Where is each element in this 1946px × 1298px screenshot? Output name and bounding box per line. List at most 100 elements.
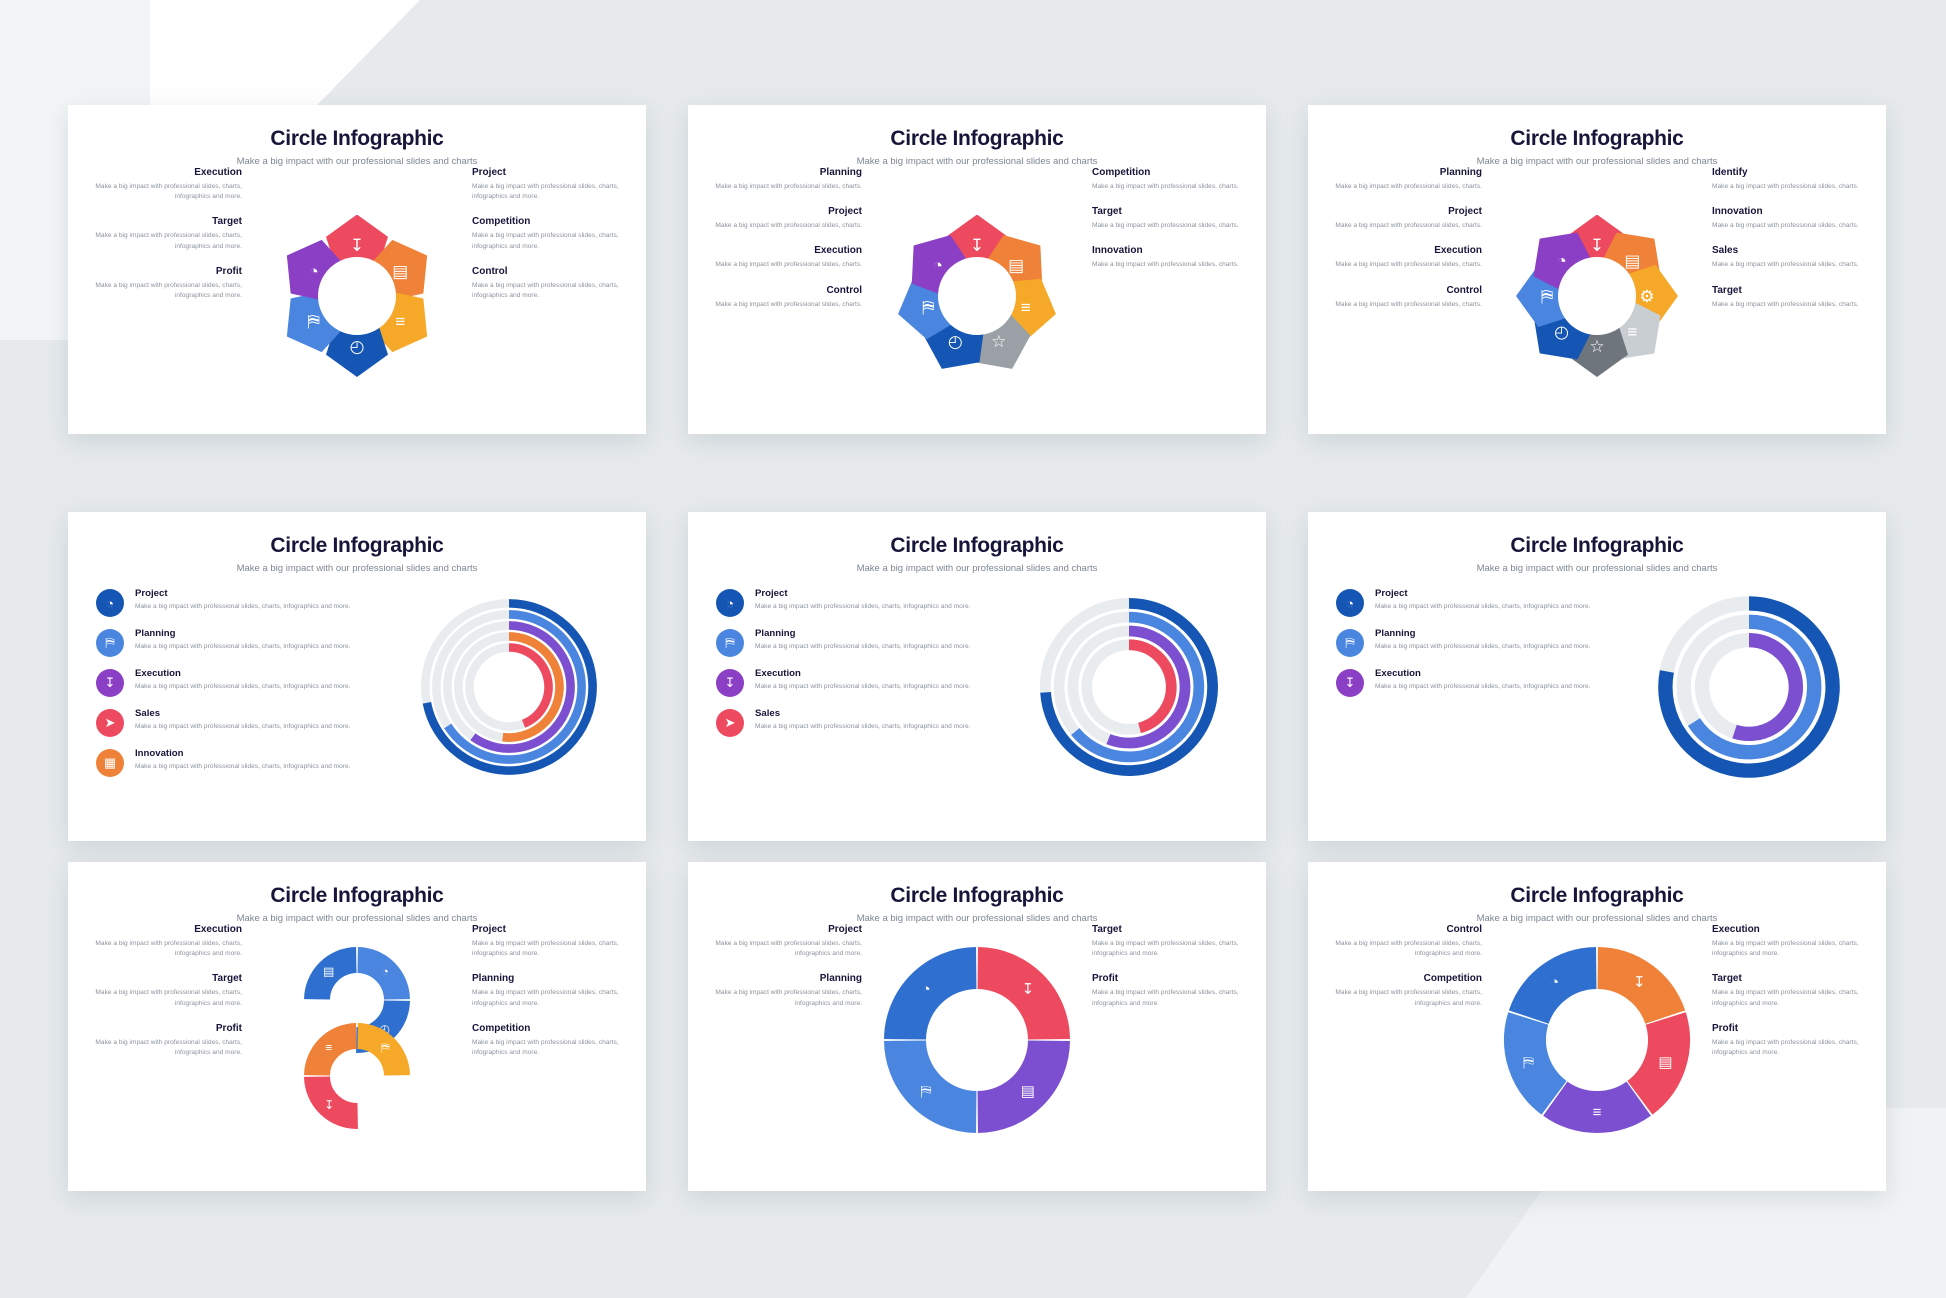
donut-segment-planning[interactable] xyxy=(884,1039,978,1133)
side-item-body: Make a big impact with professional slid… xyxy=(1712,261,1859,269)
list-item-label: Project xyxy=(755,588,788,599)
ring-segment-project[interactable] xyxy=(422,599,597,775)
page-subtitle: Make a big impact with our professional … xyxy=(236,563,478,574)
slide-7[interactable]: Circle Infographic Make a big impact with… xyxy=(68,862,646,1191)
donut-chart: ↧ ▤ ≡ ⛿ ◔ xyxy=(1497,940,1697,1140)
side-item-body: Make a big impact with professional slid… xyxy=(1335,989,1482,1007)
s-segment-execution[interactable] xyxy=(304,947,358,1001)
side-item-body: Make a big impact with professional slid… xyxy=(472,1038,619,1057)
list-item[interactable]: ▦ Innovation Make a big impact with profes… xyxy=(96,748,396,777)
side-item-project: Project Make a big impact with profession… xyxy=(472,924,622,959)
list-item[interactable]: ◔ Project Make a big impact with professio… xyxy=(96,588,396,617)
s-segment-competition[interactable] xyxy=(356,1023,410,1077)
side-column-right: Execution Make a big impact with professi… xyxy=(1712,924,1862,1072)
s-curve-svg: ▤ ◔ ◴ ↧ ≡ ⛿ xyxy=(304,947,410,1129)
slide-9[interactable]: Circle Infographic Make a big impact with… xyxy=(1308,862,1886,1191)
slide-body: Execution Make a big impact with professi… xyxy=(68,924,646,1169)
list-item-body: Make a big impact with professional slid… xyxy=(755,723,971,730)
concentric-ring-chart xyxy=(1034,592,1224,782)
ring-segment-innovation[interactable] xyxy=(508,643,553,728)
donut-segment-target[interactable] xyxy=(976,947,1070,1041)
slide-3[interactable]: Circle Infographic Make a big impact with… xyxy=(1308,105,1886,434)
s-segment-project[interactable] xyxy=(356,947,410,1001)
ring-segment-execution[interactable] xyxy=(470,621,575,753)
side-item-innovation: Innovation Make a big impact with profess… xyxy=(1712,206,1862,231)
list-item[interactable]: ◔ Project Make a big impact with professio… xyxy=(1336,588,1636,617)
ring-chart-svg xyxy=(1658,596,1840,778)
legend-list: ◔ Project Make a big impact with professio… xyxy=(96,588,396,788)
side-item-body: Make a big impact with professional slid… xyxy=(1092,989,1239,1007)
page-title: Circle Infographic xyxy=(890,534,1064,557)
ring-segment-planning[interactable] xyxy=(1071,611,1205,763)
pentagon-flower-chart: ↧ ▤ ⚙ ≡ ☆ ◴ ⛿ ◔ xyxy=(1487,193,1707,398)
slide-1[interactable]: Circle Infographic Make a big impact with… xyxy=(68,105,646,434)
list-item[interactable]: ◔ Project Make a big impact with professio… xyxy=(716,588,1016,617)
donut-segment-target[interactable] xyxy=(1626,1012,1690,1115)
side-item-project: Project Make a big impact with profession… xyxy=(712,924,862,959)
side-item-body: Make a big impact with professional slid… xyxy=(715,989,862,1007)
list-item-label: Execution xyxy=(755,668,801,679)
ring-segment-execution[interactable] xyxy=(1106,625,1191,749)
list-item-body: Make a big impact with professional slid… xyxy=(755,683,971,690)
ring-segment-execution[interactable] xyxy=(1732,632,1804,741)
s-segment-profit[interactable] xyxy=(304,1023,358,1077)
side-item-body: Make a big impact with professional slid… xyxy=(95,940,242,958)
side-item-label: Target xyxy=(1092,206,1122,218)
side-item-execution: Execution Make a big impact with professi… xyxy=(712,245,862,270)
side-item-planning: Planning Make a big impact with professio… xyxy=(1332,167,1482,192)
slide-body: Planning Make a big impact with professio… xyxy=(1308,167,1886,412)
ring-segment-sales[interactable] xyxy=(1128,639,1177,734)
side-item-execution: Execution Make a big impact with professi… xyxy=(1332,245,1482,270)
list-item[interactable]: ↧ Execution Make a big impact with profess… xyxy=(716,668,1016,697)
donut-segment-competition[interactable] xyxy=(1504,1012,1568,1115)
ring-segment-planning[interactable] xyxy=(444,610,586,764)
side-item-body: Make a big impact with professional slid… xyxy=(1712,222,1859,230)
list-item[interactable]: ⛿ Planning Make a big impact with professi… xyxy=(716,628,1016,657)
ring-segment-project[interactable] xyxy=(1658,596,1840,778)
list-item-text: Planning Make a big impact with professio… xyxy=(755,628,971,652)
side-item-label: Project xyxy=(828,206,862,218)
page-subtitle: Make a big impact with our professional … xyxy=(236,913,478,924)
ring-segment-sales[interactable] xyxy=(502,632,564,742)
side-item-label: Planning xyxy=(819,973,862,985)
side-item-competition: Competition Make a big impact with profes… xyxy=(1092,167,1242,192)
side-item-body: Make a big impact with professional slid… xyxy=(1712,940,1859,958)
s-segment-target[interactable] xyxy=(304,1075,359,1129)
list-item[interactable]: ↧ Execution Make a big impact with profess… xyxy=(1336,668,1636,697)
donut-segment-execution[interactable] xyxy=(1596,947,1686,1025)
ring-segment-project[interactable] xyxy=(1040,598,1218,776)
side-item-label: Competition xyxy=(1423,973,1482,985)
side-item-body: Make a big impact with professional slid… xyxy=(95,1038,242,1057)
list-item[interactable]: ⛿ Planning Make a big impact with professi… xyxy=(96,628,396,657)
list-item[interactable]: ➤ Sales Make a big impact with professiona… xyxy=(716,708,1016,737)
list-item[interactable]: ↧ Execution Make a big impact with profess… xyxy=(96,668,396,697)
pie-chart-icon: ◔ xyxy=(1550,974,1559,991)
pie-chart-icon: ◔ xyxy=(96,589,124,617)
side-column-left: Execution Make a big impact with professi… xyxy=(92,167,242,315)
slide-6[interactable]: Circle Infographic Make a big impact with… xyxy=(1308,512,1886,841)
slide-2[interactable]: Circle Infographic Make a big impact with… xyxy=(688,105,1266,434)
ring-segment-planning[interactable] xyxy=(1687,614,1822,760)
list-item-label: Execution xyxy=(1375,668,1421,679)
slide-8[interactable]: Circle Infographic Make a big impact with… xyxy=(688,862,1266,1191)
list-item[interactable]: ➤ Sales Make a big impact with professiona… xyxy=(96,708,396,737)
list-item-label: Planning xyxy=(755,628,796,639)
pentagon-flower-chart: ↧ ▤ ≡ ◴ ⛿ ◔ xyxy=(247,193,467,398)
list-item-text: Sales Make a big impact with professional… xyxy=(135,708,351,732)
donut-segment-profit[interactable] xyxy=(1543,1081,1651,1133)
donut-segment-control[interactable] xyxy=(1508,947,1598,1025)
donut-segment-project[interactable] xyxy=(884,947,978,1041)
list-item-label: Sales xyxy=(135,708,161,719)
list-item[interactable]: ⛿ Planning Make a big impact with professi… xyxy=(1336,628,1636,657)
donut-segment-profit[interactable] xyxy=(976,1039,1070,1133)
side-item-planning: Planning Make a big impact with professio… xyxy=(712,973,862,1008)
slide-5[interactable]: Circle Infographic Make a big impact with… xyxy=(688,512,1266,841)
inbox-download-icon: ↧ xyxy=(349,236,365,255)
concentric-ring-chart xyxy=(414,592,604,782)
slide-4[interactable]: Circle Infographic Make a big impact with… xyxy=(68,512,646,841)
side-column-left: Planning Make a big impact with professio… xyxy=(712,167,862,324)
list-item-body: Make a big impact with professional slid… xyxy=(135,683,351,690)
slide-body: ◔ Project Make a big impact with professio… xyxy=(68,574,646,819)
side-item-body: Make a big impact with professional slid… xyxy=(472,989,619,1007)
